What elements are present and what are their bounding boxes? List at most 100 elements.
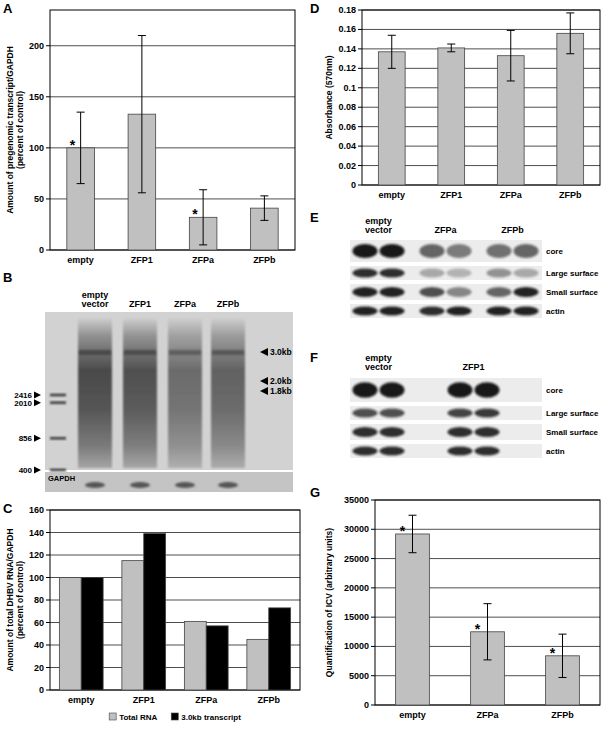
protein-band (475, 447, 500, 456)
panel-label: A (3, 1, 13, 16)
ladder-label: 400 (19, 466, 33, 475)
rna-band (212, 350, 244, 355)
tick-label: 0.1 (343, 83, 356, 93)
row-label: Large surface (546, 269, 599, 278)
blot-membrane (45, 312, 293, 470)
category-label: ZFPa (476, 710, 499, 720)
arrowhead (260, 387, 268, 395)
tick-label: 0 (39, 245, 44, 255)
tick-mark (46, 667, 50, 668)
lane-label: emptyvector (81, 290, 109, 309)
error-bar (566, 13, 574, 54)
grid-line (50, 45, 295, 46)
tick-label: 60 (34, 618, 44, 628)
lane-label-line: ZFPb (501, 225, 524, 235)
tick-label: 100 (29, 573, 44, 583)
protein-band (447, 287, 472, 297)
marks (59, 534, 290, 690)
tick-mark (371, 558, 375, 559)
tick-label: 0.06 (338, 122, 356, 132)
tick-label: 0.04 (338, 141, 356, 151)
lane-label: ZFPb (501, 225, 524, 235)
lane-label-line: vector (365, 225, 393, 235)
protein-band (420, 307, 445, 316)
blot-strip (350, 406, 542, 420)
gapdh-band (130, 482, 150, 488)
category-label: ZFPa (192, 255, 215, 265)
blot-strip (350, 424, 542, 440)
tick-label: 100 (29, 143, 44, 153)
axis-label: Amount of pregenomic transcript/GAPDH (5, 46, 15, 214)
tick-mark (371, 646, 375, 647)
tick-label: 80 (34, 595, 44, 605)
row-label: core (546, 386, 563, 395)
grid-line (50, 96, 295, 97)
error-bar (507, 30, 515, 81)
row-label: Small surface (546, 288, 599, 297)
tick-mark (46, 600, 50, 601)
error-bar (447, 44, 455, 52)
category-label: ZFP1 (440, 190, 462, 200)
tick-mark (358, 68, 362, 69)
axis-label: Absorbance (570nm) (324, 55, 334, 139)
blot-strip (350, 304, 542, 318)
tick-mark (371, 587, 375, 588)
tick-label: 5000 (349, 671, 369, 681)
protein-band (353, 269, 378, 278)
axis-label: Quantification of ICV (arbitrary units) (324, 528, 334, 677)
loading-strip (45, 472, 293, 492)
grid-line (362, 29, 600, 30)
protein-band (420, 287, 445, 297)
protein-band (380, 244, 405, 258)
legend: Total RNA3.0kb transcript (109, 713, 241, 722)
tick-mark (371, 705, 375, 706)
tick-label: 140 (29, 528, 44, 538)
lane-label-line: ZFP1 (462, 362, 484, 372)
protein-band (448, 427, 473, 437)
category-label: ZFPb (551, 710, 574, 720)
tick-label: 20000 (344, 583, 369, 593)
tick-label: 25000 (344, 554, 369, 564)
protein-band (487, 244, 512, 258)
lane-label: emptyvector (365, 353, 393, 372)
protein-band (514, 287, 539, 297)
tick-mark (358, 48, 362, 49)
lane-label: ZFPb (217, 299, 240, 309)
tick-label: 50 (34, 194, 44, 204)
rna-band (79, 350, 111, 355)
tick-label: 30000 (344, 524, 369, 534)
legend-swatch (171, 713, 178, 720)
error-bar (138, 36, 146, 193)
band-label: 2.0kb (270, 376, 292, 386)
row-label: actin (546, 307, 565, 316)
protein-band (448, 382, 473, 397)
protein-band (487, 307, 512, 316)
marks (378, 13, 583, 185)
tick-mark (371, 500, 375, 501)
ladder-band (50, 401, 66, 403)
panel-label: B (3, 270, 12, 285)
error-bar (409, 515, 417, 552)
blot-strip (350, 240, 542, 262)
bar (122, 561, 144, 690)
tick-label: 160 (29, 505, 44, 515)
protein-band (475, 382, 500, 397)
category-label: ZFPa (500, 190, 523, 200)
panel-label: F (310, 350, 318, 365)
ladder-band (50, 469, 66, 471)
tick-mark (358, 146, 362, 147)
legend-label: 3.0kb transcript (181, 713, 241, 722)
tick-label: 0.18 (338, 5, 356, 15)
axis-label: (percent of control) (15, 91, 25, 169)
panel-label: G (310, 485, 320, 500)
ladder-label: 2010 (14, 399, 32, 408)
bar (438, 48, 465, 185)
chart-panel: 00.020.040.060.080.10.120.140.160.18empt… (310, 1, 600, 200)
category-label: empty (68, 695, 95, 705)
tick-label: 0.12 (338, 63, 356, 73)
grid-line (50, 555, 300, 556)
tick-mark (358, 185, 362, 186)
loading-label: GAPDH (48, 474, 75, 483)
plot-frame (50, 510, 300, 690)
tick-mark (358, 165, 362, 166)
